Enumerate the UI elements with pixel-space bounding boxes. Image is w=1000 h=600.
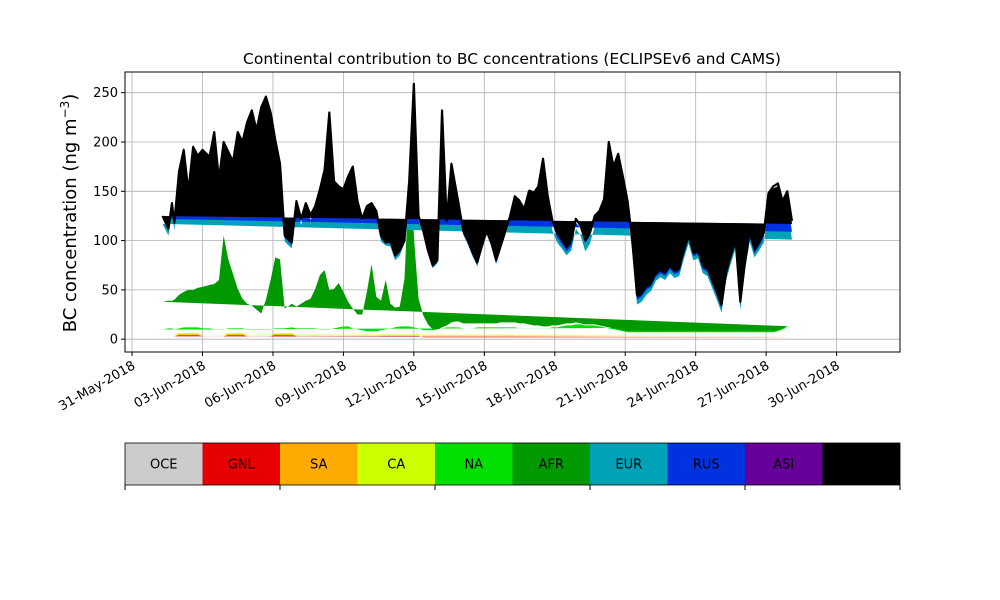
x-tick-label: 09-Jun-2018 [273,358,350,411]
legend-label-asi: ASI [773,458,794,473]
legend-swatch-na [435,443,513,485]
area-afr [162,178,792,332]
legend-label-rus: RUS [693,458,720,473]
legend-swatch-afr [512,443,590,485]
legend-outline [124,442,901,486]
stacked-areas [161,82,794,338]
legend-label-ca: CA [387,458,405,473]
x-axis: 31-May-201803-Jun-201806-Jun-201809-Jun-… [56,352,843,414]
chart-title: Continental contribution to BC concentra… [243,50,781,68]
legend-label-na: NA [464,458,483,473]
legend-label-gnl: GNL [228,458,256,473]
area-ca [162,333,792,336]
legend-swatch-eur [590,443,668,485]
area-gnl [162,335,792,338]
legend-label-oce: OCE [150,458,178,473]
axes-frame [124,71,901,353]
grid [125,72,900,352]
legend-label-afr: AFR [539,458,564,473]
y-tick-label: 250 [93,86,118,101]
legend-swatch-ca [357,443,435,485]
y-tick-label: 150 [93,185,118,200]
y-tick-label: 200 [93,136,118,151]
y-axis-label: BC concentration (ng m−3) [58,94,81,333]
y-tick-label: 0 [110,333,118,348]
legend-swatch-gnl [202,443,280,485]
legend-label-sa: SA [310,458,327,473]
area-aus [162,83,792,307]
x-tick-label: 03-Jun-2018 [132,358,209,411]
x-tick-label: 15-Jun-2018 [413,358,490,411]
legend-swatch-sa [280,443,358,485]
x-tick-label: 18-Jun-2018 [484,358,561,411]
legend-swatch-oce [125,443,203,485]
x-tick-label: 21-Jun-2018 [554,358,631,411]
total-line [161,82,794,306]
legend-swatch-asi [745,443,823,485]
x-tick-label: 06-Jun-2018 [202,358,279,411]
x-tick-label: 12-Jun-2018 [343,358,420,411]
y-tick-label: 100 [93,234,118,249]
x-tick-label: 27-Jun-2018 [695,358,772,411]
area-sa [162,334,792,337]
x-tick-label: 30-Jun-2018 [766,358,843,411]
legend-swatch-rus [667,443,745,485]
y-tick-label: 50 [101,283,118,298]
y-axis: 0 50 100 150 200 250 [93,86,125,348]
legend-label-aus: AUS [848,458,875,473]
y-axis-label-superscript: −3 [58,101,72,119]
y-axis-label-close: ) [60,94,81,101]
plot-frame [124,71,901,353]
legend-label-eur: EUR [615,458,642,473]
y-axis-label-text: BC concentration (ng m [60,118,81,332]
x-tick-label: 24-Jun-2018 [625,358,702,411]
x-tick-label: 31-May-2018 [56,358,138,414]
legend-swatch-aus [822,443,900,485]
legend-colorbar: OCE GNL SA CA NA AFR EUR RUS ASI AUS [124,442,901,490]
